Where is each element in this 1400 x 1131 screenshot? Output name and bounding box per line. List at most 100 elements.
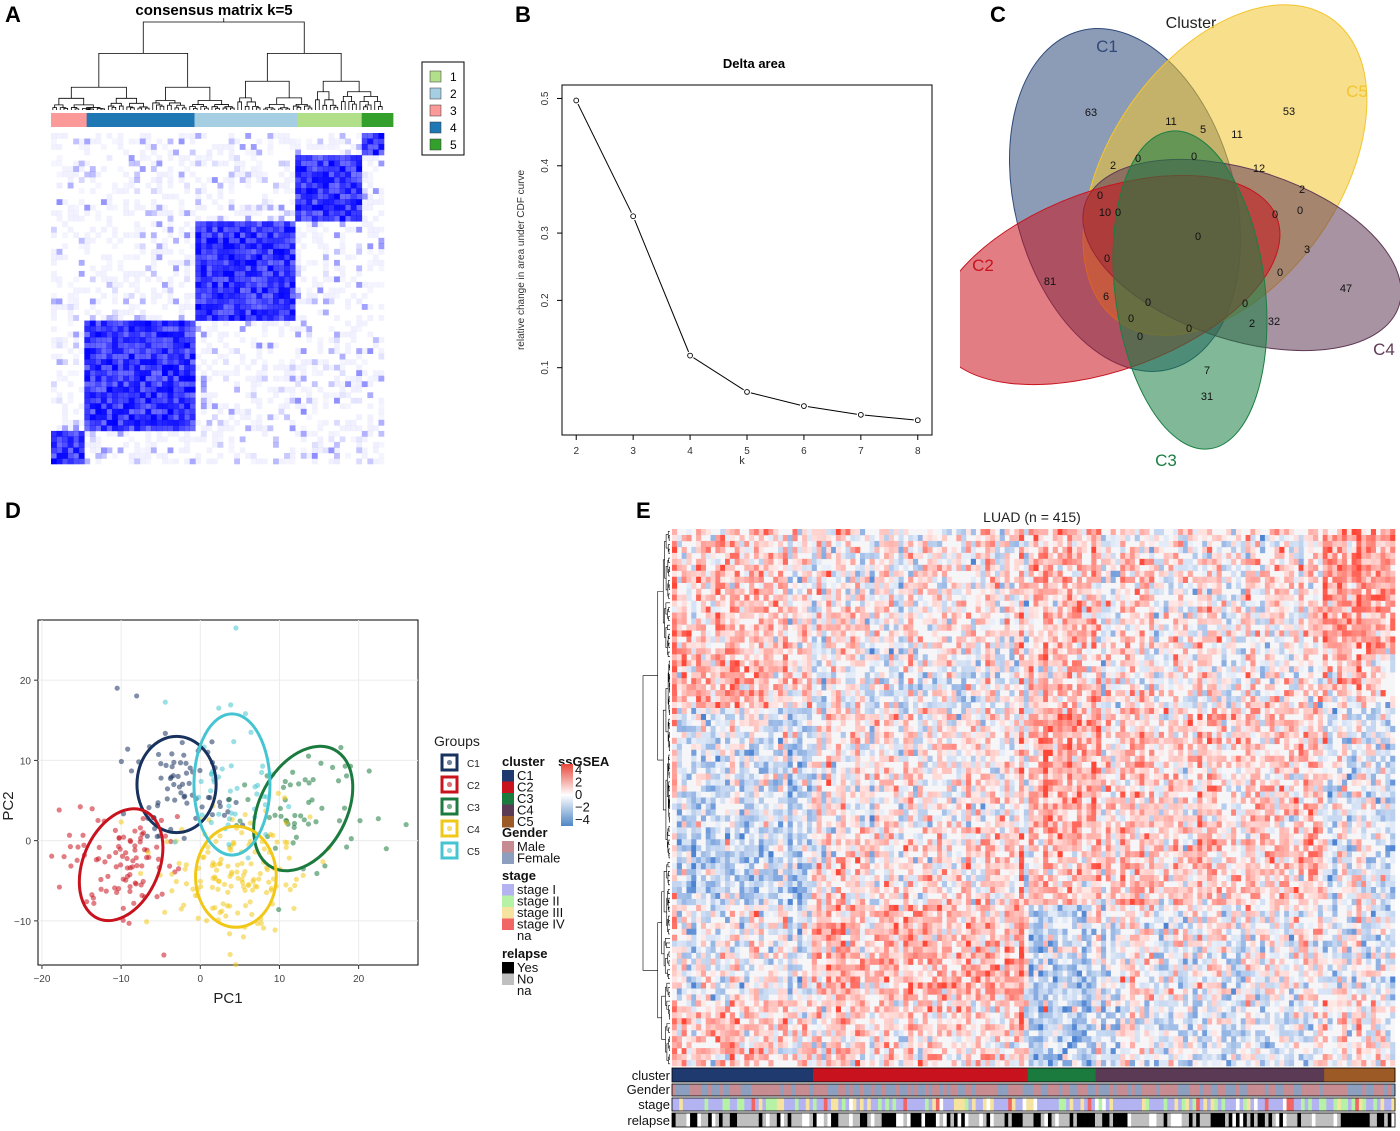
heatmap-cell [739, 857, 745, 864]
heatmap-cell [744, 654, 750, 661]
heatmap-cell [681, 546, 687, 554]
heatmap-cell [763, 898, 769, 906]
consensus-cell [89, 276, 96, 283]
consensus-cell [106, 337, 113, 343]
consensus-cell [62, 447, 68, 454]
consensus-cell [84, 386, 91, 393]
heatmap-cell [734, 982, 740, 989]
consensus-cell [234, 292, 240, 299]
heatmap-cell [734, 594, 740, 601]
heatmap-cell [720, 1036, 726, 1043]
consensus-cell [139, 359, 146, 365]
heatmap-cell [758, 600, 764, 607]
heatmap-cell [676, 809, 682, 816]
consensus-cell [95, 414, 102, 421]
heatmap-cell [710, 833, 716, 840]
heatmap-cell [758, 785, 764, 792]
consensus-cell [139, 458, 146, 465]
consensus-cell [189, 171, 196, 178]
consensus-cell [51, 138, 57, 145]
consensus-cell [167, 430, 174, 437]
consensus-cell [73, 204, 80, 211]
consensus-cell [156, 353, 163, 360]
heatmap-cell [710, 791, 716, 798]
heatmap-cell [787, 713, 793, 721]
consensus-cell [95, 138, 102, 145]
heatmap-cell [816, 839, 822, 846]
heatmap-cell [806, 624, 813, 631]
heatmap-cell [676, 678, 682, 685]
consensus-cell [51, 276, 57, 283]
heatmap-cell [676, 1018, 682, 1025]
dendrogram-branch [98, 52, 189, 88]
consensus-cell [195, 375, 202, 382]
consensus-cell [195, 270, 202, 277]
heatmap-cell [686, 702, 692, 709]
heatmap-cell [749, 606, 755, 613]
heatmap-cell [676, 1006, 682, 1013]
heatmap-cell [749, 1024, 755, 1031]
heatmap-cell [720, 952, 726, 959]
consensus-cell [78, 138, 85, 145]
consensus-cell [261, 276, 268, 283]
consensus-cell [206, 315, 213, 321]
heatmap-cell [710, 779, 716, 786]
consensus-cell [128, 232, 135, 239]
heatmap-cell [725, 1054, 731, 1061]
consensus-cell [167, 447, 174, 454]
heatmap-cell [758, 988, 764, 995]
heatmap-cell [787, 672, 793, 679]
heatmap-cell [672, 1006, 678, 1013]
heatmap-cell [681, 857, 687, 864]
consensus-cell [89, 414, 96, 421]
heatmap-cell [705, 934, 711, 941]
heatmap-cell [787, 1012, 793, 1019]
heatmap-cell [768, 570, 774, 578]
consensus-cell [145, 419, 152, 426]
heatmap-cell [811, 875, 817, 882]
heatmap-cell [681, 731, 687, 739]
heatmap-cell [729, 797, 735, 804]
heatmap-cell [700, 529, 707, 536]
heatmap-cell [681, 946, 687, 953]
heatmap-cell [787, 546, 793, 554]
heatmap-cell [806, 1018, 813, 1025]
heatmap-cell [710, 672, 716, 679]
consensus-cell [167, 177, 174, 183]
consensus-cell [195, 204, 202, 211]
consensus-cell [234, 265, 240, 272]
consensus-cell [184, 375, 191, 382]
heatmap-cell [753, 892, 760, 900]
heatmap-cell [676, 708, 682, 715]
consensus-cell [156, 315, 163, 321]
dendrogram-branch [126, 106, 133, 110]
row-dendrogram-branch [668, 763, 670, 769]
heatmap-cell [710, 678, 716, 685]
heatmap-cell [705, 540, 711, 548]
heatmap-cell [691, 648, 697, 655]
heatmap-cell [715, 827, 721, 834]
heatmap-cell [782, 1054, 788, 1061]
heatmap-cell [739, 690, 745, 697]
heatmap-cell [696, 690, 702, 697]
consensus-cell [234, 237, 240, 244]
heatmap-cell [806, 1060, 813, 1067]
heatmap-cell [792, 684, 798, 691]
heatmap-cell [696, 618, 702, 625]
consensus-cell [234, 287, 240, 294]
heatmap-cell [778, 940, 784, 947]
heatmap-cell [686, 1006, 692, 1013]
heatmap-cell [806, 672, 813, 679]
consensus-cell [223, 254, 229, 261]
heatmap-cell [729, 1042, 735, 1049]
heatmap-cell [763, 1042, 769, 1049]
heatmap-cell [700, 952, 707, 959]
row-dendrogram-branch [642, 675, 658, 971]
heatmap-cell [720, 869, 726, 876]
heatmap-cell [744, 767, 750, 774]
heatmap-cell [705, 1024, 711, 1031]
heatmap-cell [744, 666, 750, 673]
consensus-cell [245, 232, 252, 239]
heatmap-cell [797, 618, 803, 625]
consensus-cell [89, 315, 96, 321]
